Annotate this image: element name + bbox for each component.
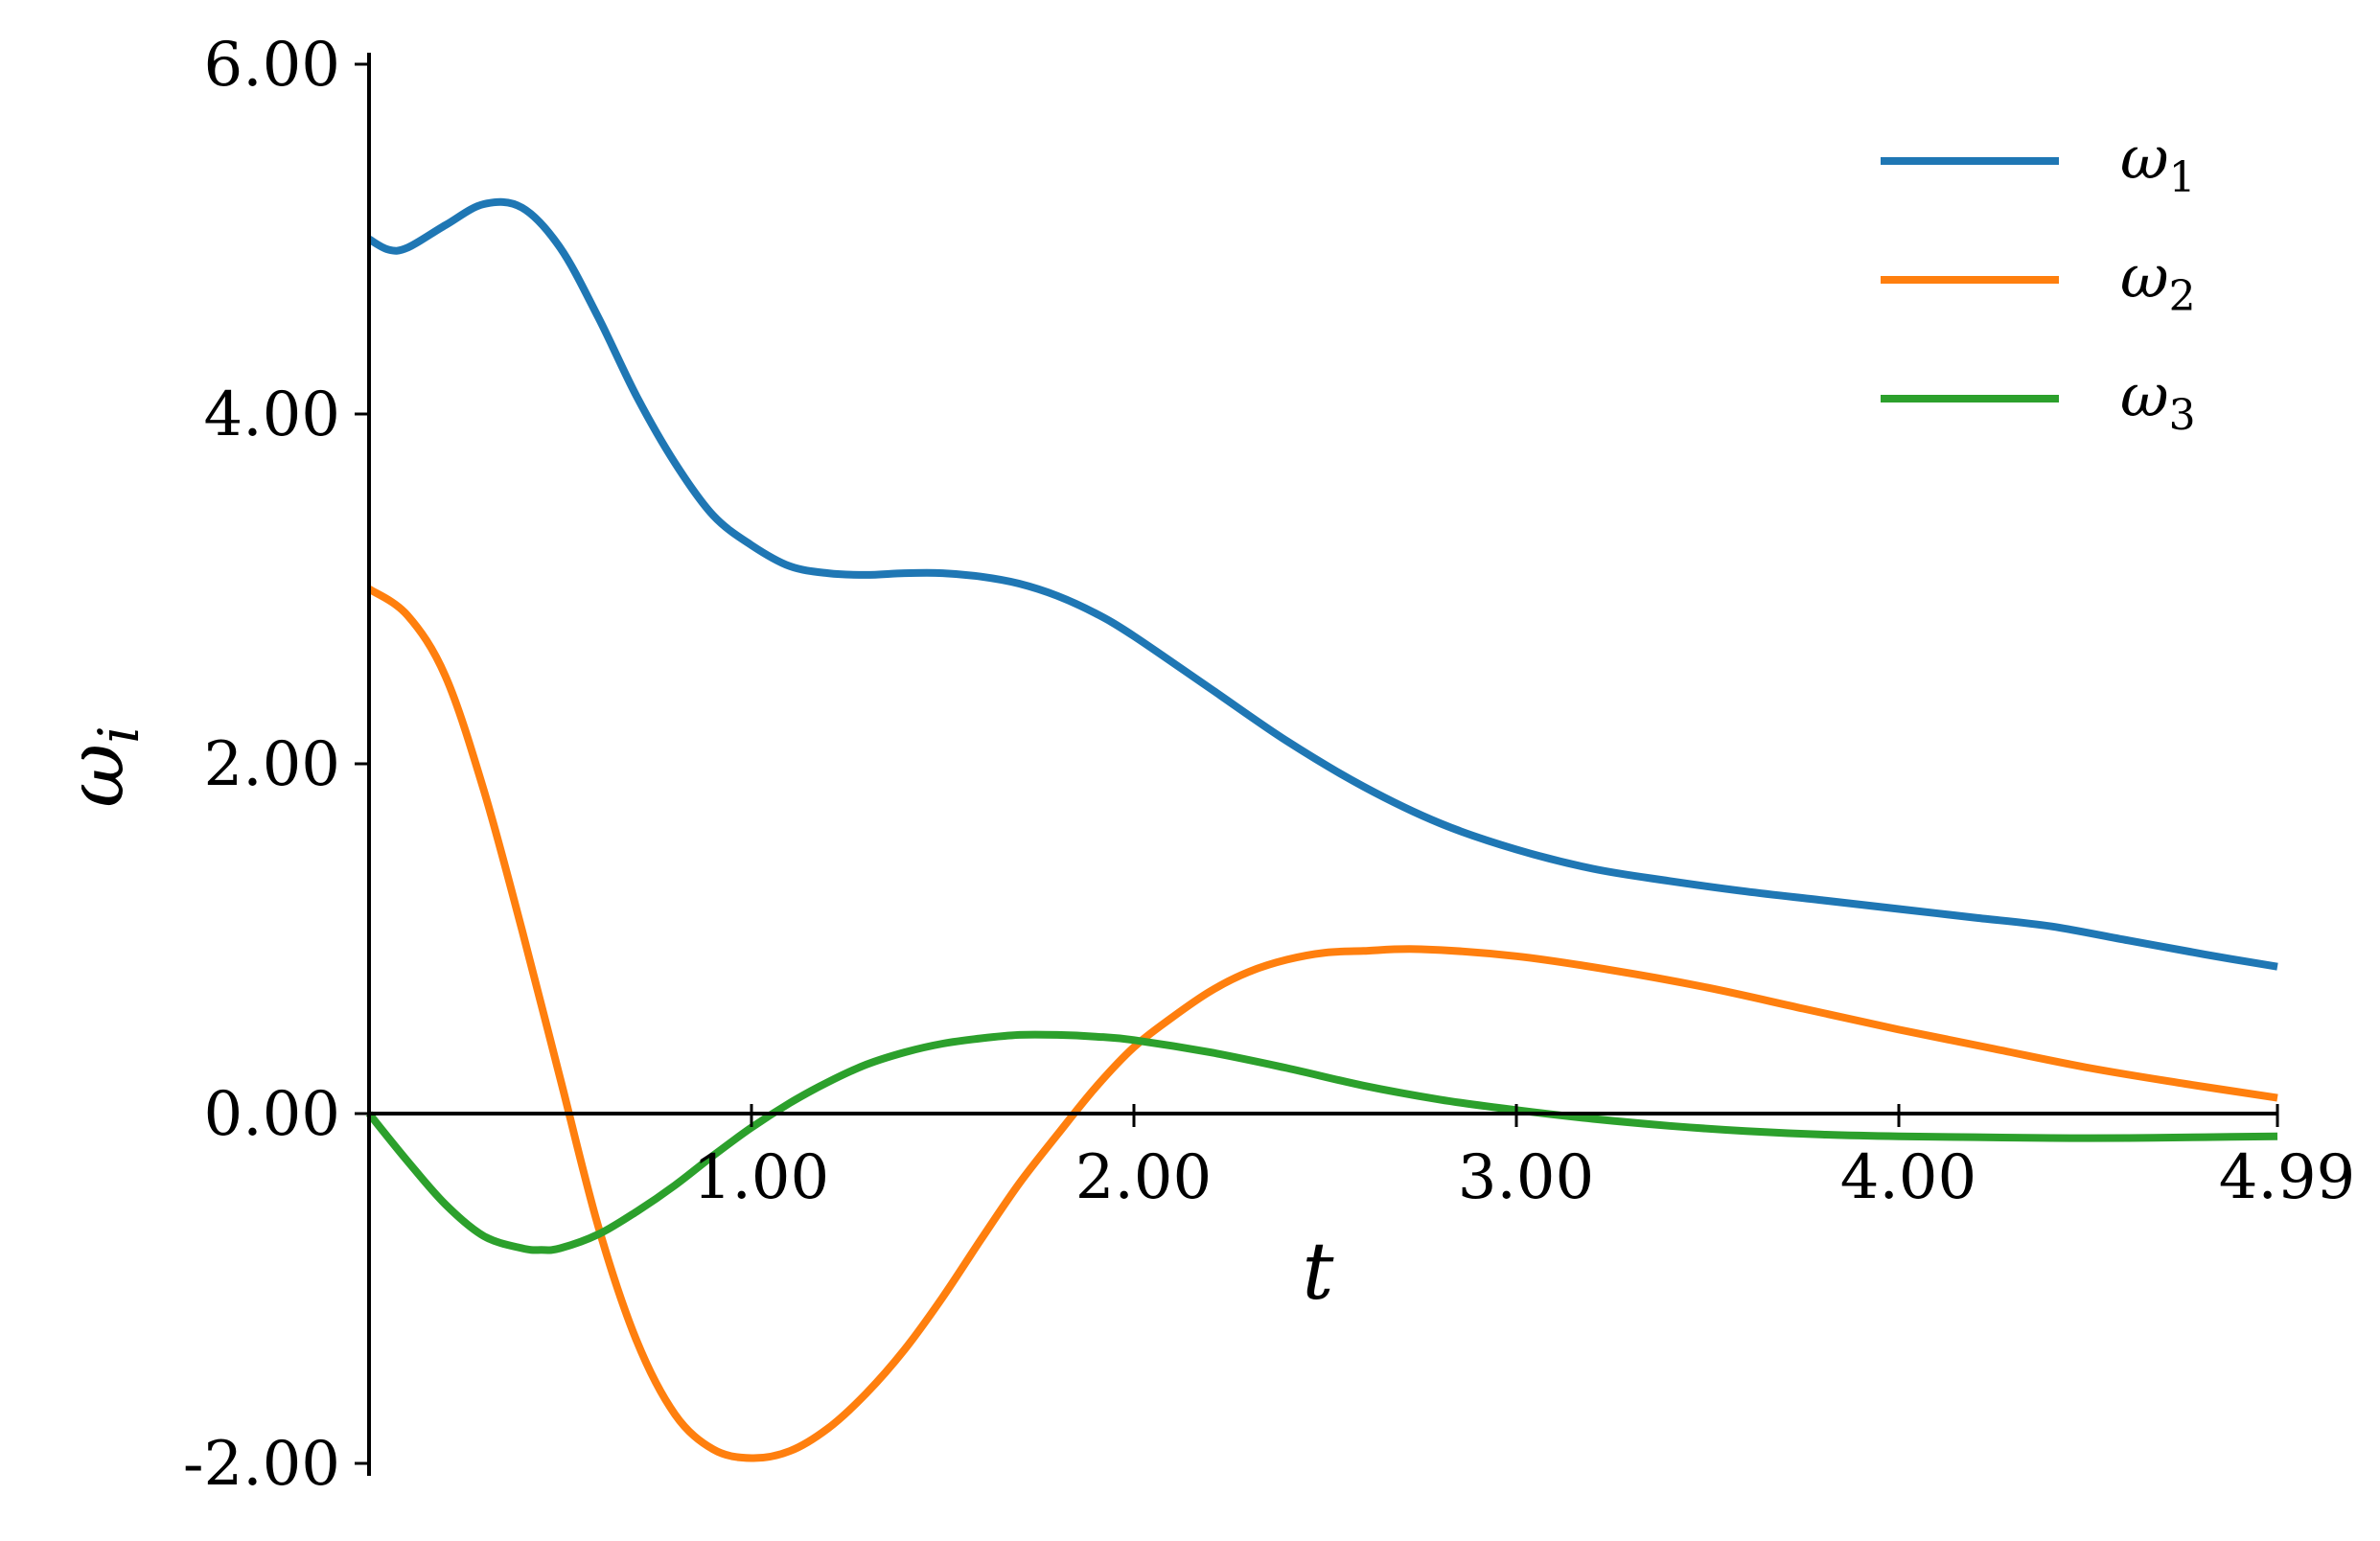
series-line-3 [365, 1030, 2278, 1254]
y-axis-label: ωi [51, 725, 151, 807]
x-axis-label: t [1303, 1227, 1335, 1318]
legend-label-1: ω1 [2120, 123, 2196, 202]
x-tick-label: 2.00 [1075, 1142, 1213, 1213]
y-tick-label: -2.00 [183, 1429, 340, 1500]
y-tick-label: 4.00 [204, 380, 341, 450]
y-axis-label-symbol: ω [51, 744, 142, 808]
y-axis-label-subscript: i [86, 725, 151, 744]
legend: ω1 ω2 ω3 [1881, 123, 2196, 440]
x-tick-label: 4.00 [1840, 1142, 1977, 1213]
legend-label-3: ω3 [2120, 360, 2196, 440]
series-line-1 [366, 197, 2278, 971]
y-tick-label: 2.00 [204, 729, 341, 800]
series-layer [365, 197, 2278, 1462]
x-tick-label: 4.99 [2219, 1142, 2356, 1213]
y-tick-label: 6.00 [204, 30, 341, 101]
ticks-layer: 1.00 2.00 3.00 4.00 4.99 -2.00 0.00 2.00 4.00 6.0… [183, 30, 2355, 1500]
y-tick-label: 0.00 [204, 1079, 341, 1150]
legend-label-2: ω2 [2120, 242, 2196, 321]
x-tick-label: 1.00 [693, 1142, 830, 1213]
series-line-2 [366, 586, 2278, 1462]
x-tick-label: 3.00 [1458, 1142, 1595, 1213]
svg-text:ωi: ωi [51, 725, 151, 807]
